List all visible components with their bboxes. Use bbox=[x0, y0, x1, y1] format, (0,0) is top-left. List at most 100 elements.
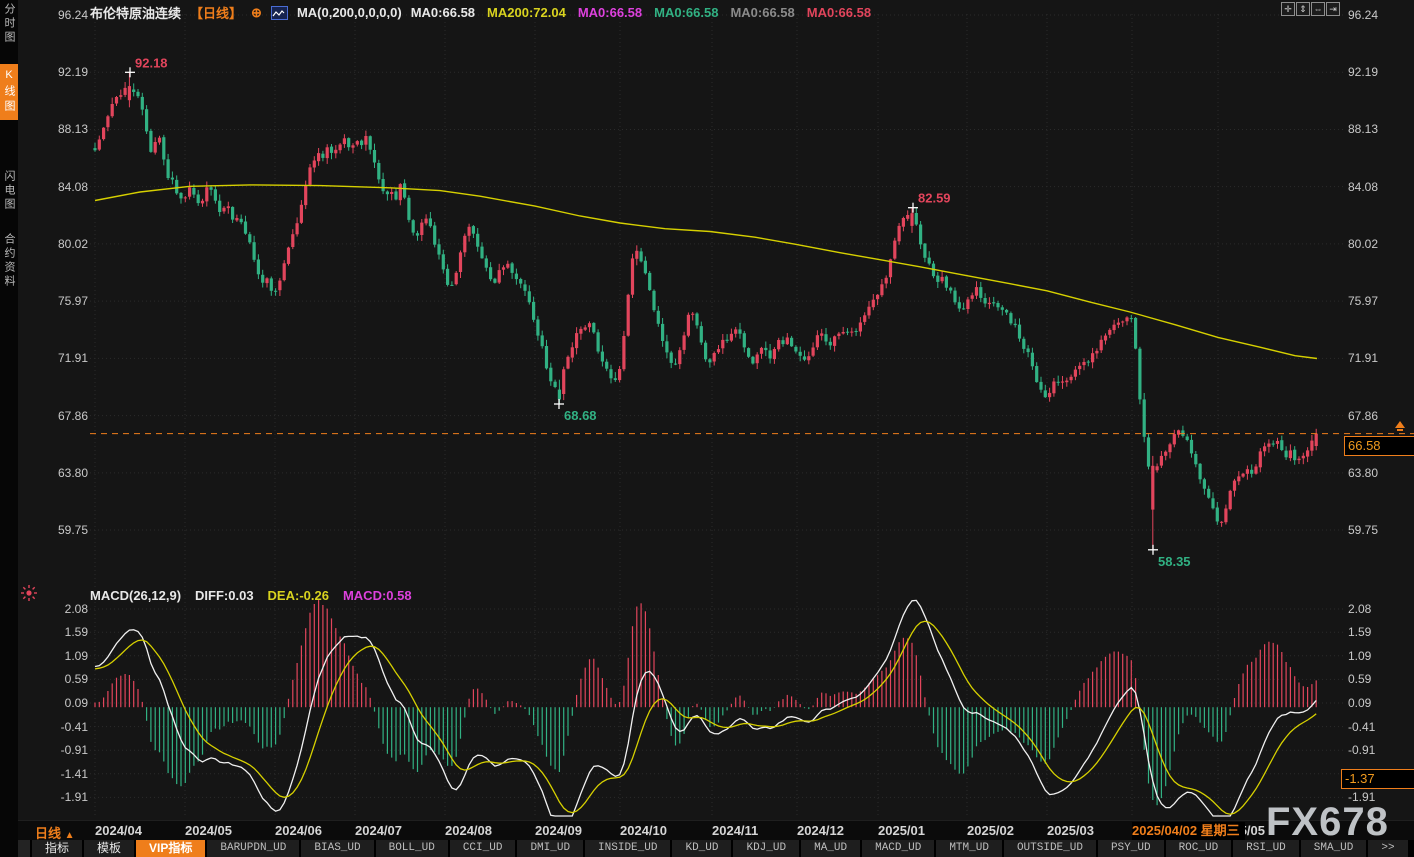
candle bbox=[1134, 317, 1138, 349]
sidebar-item-4[interactable]: 合约资料 bbox=[3, 233, 15, 289]
macd-axis-label-right: 2.08 bbox=[1348, 602, 1372, 617]
candle bbox=[140, 96, 144, 110]
candle bbox=[1009, 313, 1013, 324]
indicator-button-BOLL_UD[interactable]: BOLL_UD bbox=[375, 840, 448, 857]
indicator-button-BIAS_UD[interactable]: BIAS_UD bbox=[301, 840, 374, 857]
candle bbox=[295, 223, 299, 235]
candle bbox=[424, 218, 428, 224]
candle bbox=[699, 326, 703, 343]
candle bbox=[1284, 450, 1288, 458]
indicator-button-ROC_UD[interactable]: ROC_UD bbox=[1165, 840, 1232, 857]
candle bbox=[540, 335, 544, 347]
candle bbox=[476, 233, 480, 247]
expand-icon[interactable]: ⊕ bbox=[251, 4, 262, 20]
candle bbox=[385, 191, 389, 195]
indicator-button-KD_UD[interactable]: KD_UD bbox=[672, 840, 732, 857]
candle bbox=[957, 302, 961, 309]
indicator-button-BARUPDN_UD[interactable]: BARUPDN_UD bbox=[207, 840, 300, 857]
pan-icon[interactable]: ✛ bbox=[1281, 2, 1295, 16]
sidebar-item-1[interactable]: 分时图 bbox=[3, 3, 15, 45]
candle bbox=[686, 314, 690, 336]
candle bbox=[1000, 307, 1004, 310]
indicator-button-SMA_UD[interactable]: SMA_UD bbox=[1300, 840, 1367, 857]
candle bbox=[695, 313, 699, 326]
indicator-button-DMI_UD[interactable]: DMI_UD bbox=[517, 840, 584, 857]
sidebar-item-3[interactable]: 闪电图 bbox=[3, 170, 15, 212]
candle bbox=[1254, 466, 1258, 474]
macd-axis-label-right: 1.59 bbox=[1348, 625, 1372, 640]
toolbar-more-button[interactable]: >> bbox=[1368, 840, 1408, 857]
candle bbox=[1211, 498, 1215, 509]
candle bbox=[334, 149, 338, 154]
candle bbox=[1039, 381, 1043, 390]
candle bbox=[549, 367, 553, 382]
candle bbox=[1022, 338, 1026, 349]
candle bbox=[1250, 469, 1254, 474]
candle bbox=[790, 337, 794, 347]
time-axis-month: 2024/11 bbox=[712, 823, 759, 838]
candle bbox=[557, 389, 561, 400]
candle bbox=[914, 213, 918, 225]
scale-x-icon[interactable]: ⇔ bbox=[1311, 2, 1325, 16]
indicator-button-RSI_UD[interactable]: RSI_UD bbox=[1233, 840, 1299, 857]
candle bbox=[742, 333, 746, 348]
macd-dea-line bbox=[94, 620, 1317, 815]
indicator-button-PSY_UD[interactable]: PSY_UD bbox=[1097, 840, 1164, 857]
indicator-alert-icon[interactable] bbox=[21, 585, 37, 606]
indicator-button-INSIDE_UD[interactable]: INSIDE_UD bbox=[585, 840, 671, 857]
candle bbox=[179, 192, 183, 199]
candle bbox=[845, 331, 850, 333]
candle bbox=[815, 335, 819, 348]
candle bbox=[1030, 352, 1034, 367]
macd-axis-label-left: 0.09 bbox=[64, 695, 88, 710]
candle bbox=[1245, 469, 1249, 474]
shift-right-icon[interactable]: ⇥ bbox=[1326, 2, 1340, 16]
price-axis-label-right: 88.13 bbox=[1348, 122, 1379, 137]
candle bbox=[996, 303, 1000, 308]
macd-axis-label-right: -0.91 bbox=[1348, 743, 1376, 758]
candle bbox=[489, 267, 493, 280]
candle bbox=[145, 109, 149, 132]
indicator-button-CCI_UD[interactable]: CCI_UD bbox=[449, 840, 516, 857]
toolbar-tab-VIP指标[interactable]: VIP指标 bbox=[136, 840, 206, 857]
candle bbox=[725, 339, 729, 341]
candle bbox=[291, 234, 295, 247]
price-annotation: 82.59 bbox=[918, 191, 951, 206]
candle bbox=[286, 247, 291, 264]
candle bbox=[987, 302, 991, 305]
toolbar-tab-模板[interactable]: 模板 bbox=[84, 840, 135, 857]
indicator-button-MTM_UD[interactable]: MTM_UD bbox=[936, 840, 1002, 857]
indicator-chart-icon[interactable] bbox=[270, 5, 288, 20]
period-tag[interactable]: 【日线】 bbox=[190, 6, 243, 21]
sidebar-item-2[interactable]: K线图 bbox=[0, 64, 18, 120]
price-axis-label-right: 84.08 bbox=[1348, 179, 1379, 194]
main-chart-canvas[interactable]: 92.18 82.59 68.68 58.35 bbox=[18, 0, 1414, 820]
macd-axis-label-right: -1.91 bbox=[1348, 790, 1376, 805]
candle bbox=[1095, 350, 1099, 354]
candle bbox=[149, 130, 153, 152]
candle bbox=[1267, 443, 1271, 447]
indicator-button-KDJ_UD[interactable]: KDJ_UD bbox=[733, 840, 800, 857]
macd-axis-label-left: 1.09 bbox=[64, 648, 88, 663]
toolbar-tab-指标[interactable]: 指标 bbox=[32, 840, 83, 857]
scale-y-icon[interactable]: ⇕ bbox=[1296, 2, 1310, 16]
macd-axis-label-left: -0.91 bbox=[60, 743, 88, 758]
candle bbox=[308, 167, 312, 185]
candle bbox=[248, 234, 252, 243]
indicator-button-MA_UD[interactable]: MA_UD bbox=[801, 840, 861, 857]
candle bbox=[949, 287, 953, 291]
candle bbox=[794, 346, 798, 352]
indicator-button-MACD_UD[interactable]: MACD_UD bbox=[862, 840, 935, 857]
indicator-button-OUTSIDE_UD[interactable]: OUTSIDE_UD bbox=[1003, 840, 1096, 857]
price-axis-label-left: 88.13 bbox=[57, 122, 88, 137]
candle bbox=[1129, 318, 1133, 320]
macd-diff-line bbox=[94, 599, 1317, 817]
period-selector[interactable]: 日线 ▲ bbox=[35, 826, 75, 841]
ma-value-6: MA0:66.58 bbox=[806, 5, 872, 20]
macd-axis-label-left: 2.08 bbox=[64, 602, 88, 617]
candle bbox=[437, 244, 441, 255]
candle bbox=[871, 299, 875, 308]
candle bbox=[231, 206, 235, 220]
macd-dea-value: DEA:-0.26 bbox=[267, 588, 329, 603]
candle bbox=[381, 179, 385, 192]
